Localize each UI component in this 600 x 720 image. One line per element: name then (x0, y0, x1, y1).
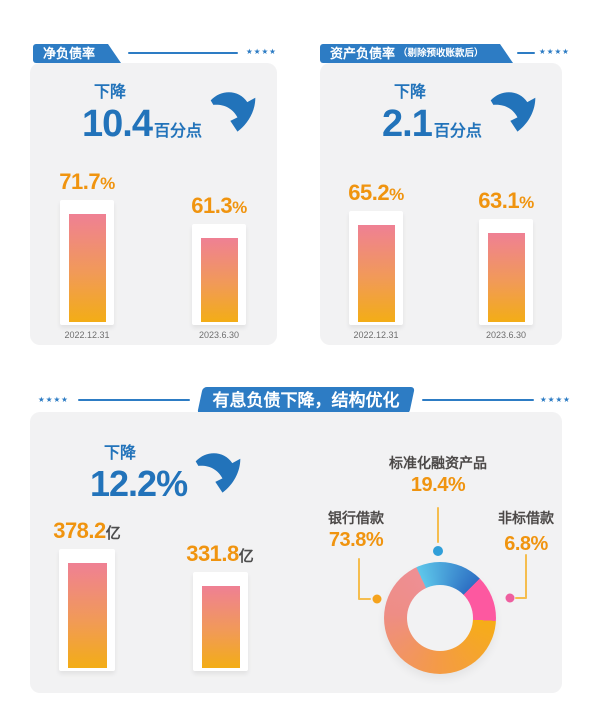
bar-group: 61.3% 2023.6.30 (174, 195, 264, 341)
bar-date: 2022.12.31 (353, 330, 399, 341)
bar-value: 65.2% (348, 180, 404, 206)
decrease-number-row: 2.1 百分点 (382, 105, 482, 144)
star-decoration: ★★★★ (539, 47, 570, 56)
arrow-down-icon (490, 92, 536, 132)
section-title: 有息负债下降，结构优化 (212, 391, 400, 410)
bar-column (59, 549, 115, 671)
bar-value: 61.3% (191, 193, 247, 219)
section-subtitle: （剔除预收账款后） (398, 48, 484, 59)
decrease-number-row: 12.2% (90, 463, 188, 504)
bar-date: 2022.12.31 (64, 330, 110, 341)
callout-dot-pink (505, 593, 515, 603)
donut-segment-label-bank-loans: 银行借款 (328, 510, 384, 526)
bar-group: 378.2亿 (42, 520, 132, 671)
panel-net-debt-ratio: 下降 10.4 百分点 71.7% 2022.12.31 61.3% 2023.… (30, 63, 277, 345)
decrease-callout: 下降 2.1 百分点 (382, 83, 538, 144)
decrease-unit: 百分点 (153, 123, 202, 140)
section-title: 资产负债率 (330, 46, 396, 61)
arrow-down-icon (195, 453, 241, 493)
decrease-text: 下降 2.1 百分点 (382, 83, 482, 144)
bar-value-suffix: % (519, 193, 534, 213)
decrease-value: 2.1 (382, 103, 433, 145)
bar-value-number: 63.1 (478, 188, 520, 214)
bar-value-suffix: % (389, 185, 404, 205)
bar-value-number: 65.2 (348, 180, 390, 206)
accent-line (78, 399, 190, 401)
callout-line-right (515, 554, 527, 599)
decrease-callout: 下降 10.4 百分点 (82, 83, 258, 144)
donut-segment-label-non-standard-loans: 非标借款 (498, 510, 554, 526)
bar-group: 71.7% 2022.12.31 (42, 171, 132, 341)
bar-value-suffix: % (100, 174, 115, 194)
donut-segment-value-non-standard-loans: 6.8% (504, 533, 548, 555)
panel-interest-bearing-debt: 下降 12.2% 378.2亿 331.8亿 标准化融资产品 19.4% 银行借… (30, 412, 562, 693)
section-banner-net-debt: 净负债率 (33, 44, 121, 63)
bar-column (60, 200, 114, 326)
bar-value: 378.2亿 (53, 520, 121, 542)
star-decoration: ★★★★ (246, 47, 277, 56)
bar-fill (488, 233, 525, 323)
decrease-label: 下降 (94, 84, 127, 101)
decrease-label: 下降 (394, 84, 427, 101)
bar-value-number: 71.7 (59, 169, 101, 195)
bar-column (192, 572, 248, 671)
bar-value-suffix: 亿 (238, 548, 254, 565)
donut-segment-value-bank-loans: 73.8% (328, 529, 384, 551)
decrease-label: 下降 (104, 445, 137, 462)
section-banner-asset-liability: 资产负债率 （剔除预收账款后） (320, 44, 513, 63)
callout-line-left (358, 558, 371, 600)
bar-fill (68, 563, 107, 668)
bar-value: 63.1% (478, 188, 534, 214)
arrow-down-icon (210, 92, 256, 132)
bar-date: 2023.6.30 (198, 330, 240, 341)
decrease-value: 12.2% (90, 463, 188, 504)
accent-line (517, 52, 535, 54)
bar-date: 2023.6.30 (485, 330, 527, 341)
bar-column (192, 224, 246, 326)
bar-column (349, 211, 403, 326)
decrease-number-row: 10.4 百分点 (82, 105, 202, 144)
bar-value: 331.8亿 (186, 543, 254, 565)
decrease-unit: 百分点 (433, 123, 482, 140)
donut-segment-label-standardized-financing: 标准化融资产品 (389, 455, 487, 471)
decrease-text: 下降 10.4 百分点 (82, 83, 202, 144)
bar-group: 65.2% 2022.12.31 (331, 182, 421, 341)
callout-dot-orange (372, 594, 382, 604)
bar-fill (358, 225, 395, 323)
decrease-text: 下降 12.2% (90, 444, 188, 504)
decrease-value: 10.4 (82, 103, 153, 145)
accent-line (128, 52, 238, 54)
bar-fill (201, 238, 238, 323)
bar-column (479, 219, 533, 326)
star-decoration: ★★★★ (540, 395, 571, 404)
bar-value-suffix: % (232, 198, 247, 218)
section-banner-interest-debt: 有息负债下降，结构优化 (197, 387, 415, 414)
bar-group: 331.8亿 (175, 543, 265, 671)
callout-dot-blue (433, 546, 443, 556)
bar-group: 63.1% 2023.6.30 (461, 190, 551, 341)
bar-fill (201, 586, 240, 668)
decrease-callout: 下降 12.2% (90, 444, 243, 503)
panel-asset-liability-ratio: 下降 2.1 百分点 65.2% 2022.12.31 63.1% 2023.6… (320, 63, 562, 345)
bar-value: 71.7% (59, 169, 115, 195)
section-title: 净负债率 (43, 46, 96, 61)
accent-line (422, 399, 534, 401)
donut-chart-debt-structure (384, 562, 496, 674)
bar-value-number: 378.2 (53, 518, 106, 543)
donut-segment-value-standardized-financing: 19.4% (410, 474, 466, 496)
bar-fill (69, 214, 106, 323)
bar-value-suffix: 亿 (105, 525, 121, 542)
bar-value-number: 61.3 (191, 193, 233, 219)
star-decoration: ★★★★ (38, 395, 69, 404)
bar-value-number: 331.8 (186, 541, 239, 566)
